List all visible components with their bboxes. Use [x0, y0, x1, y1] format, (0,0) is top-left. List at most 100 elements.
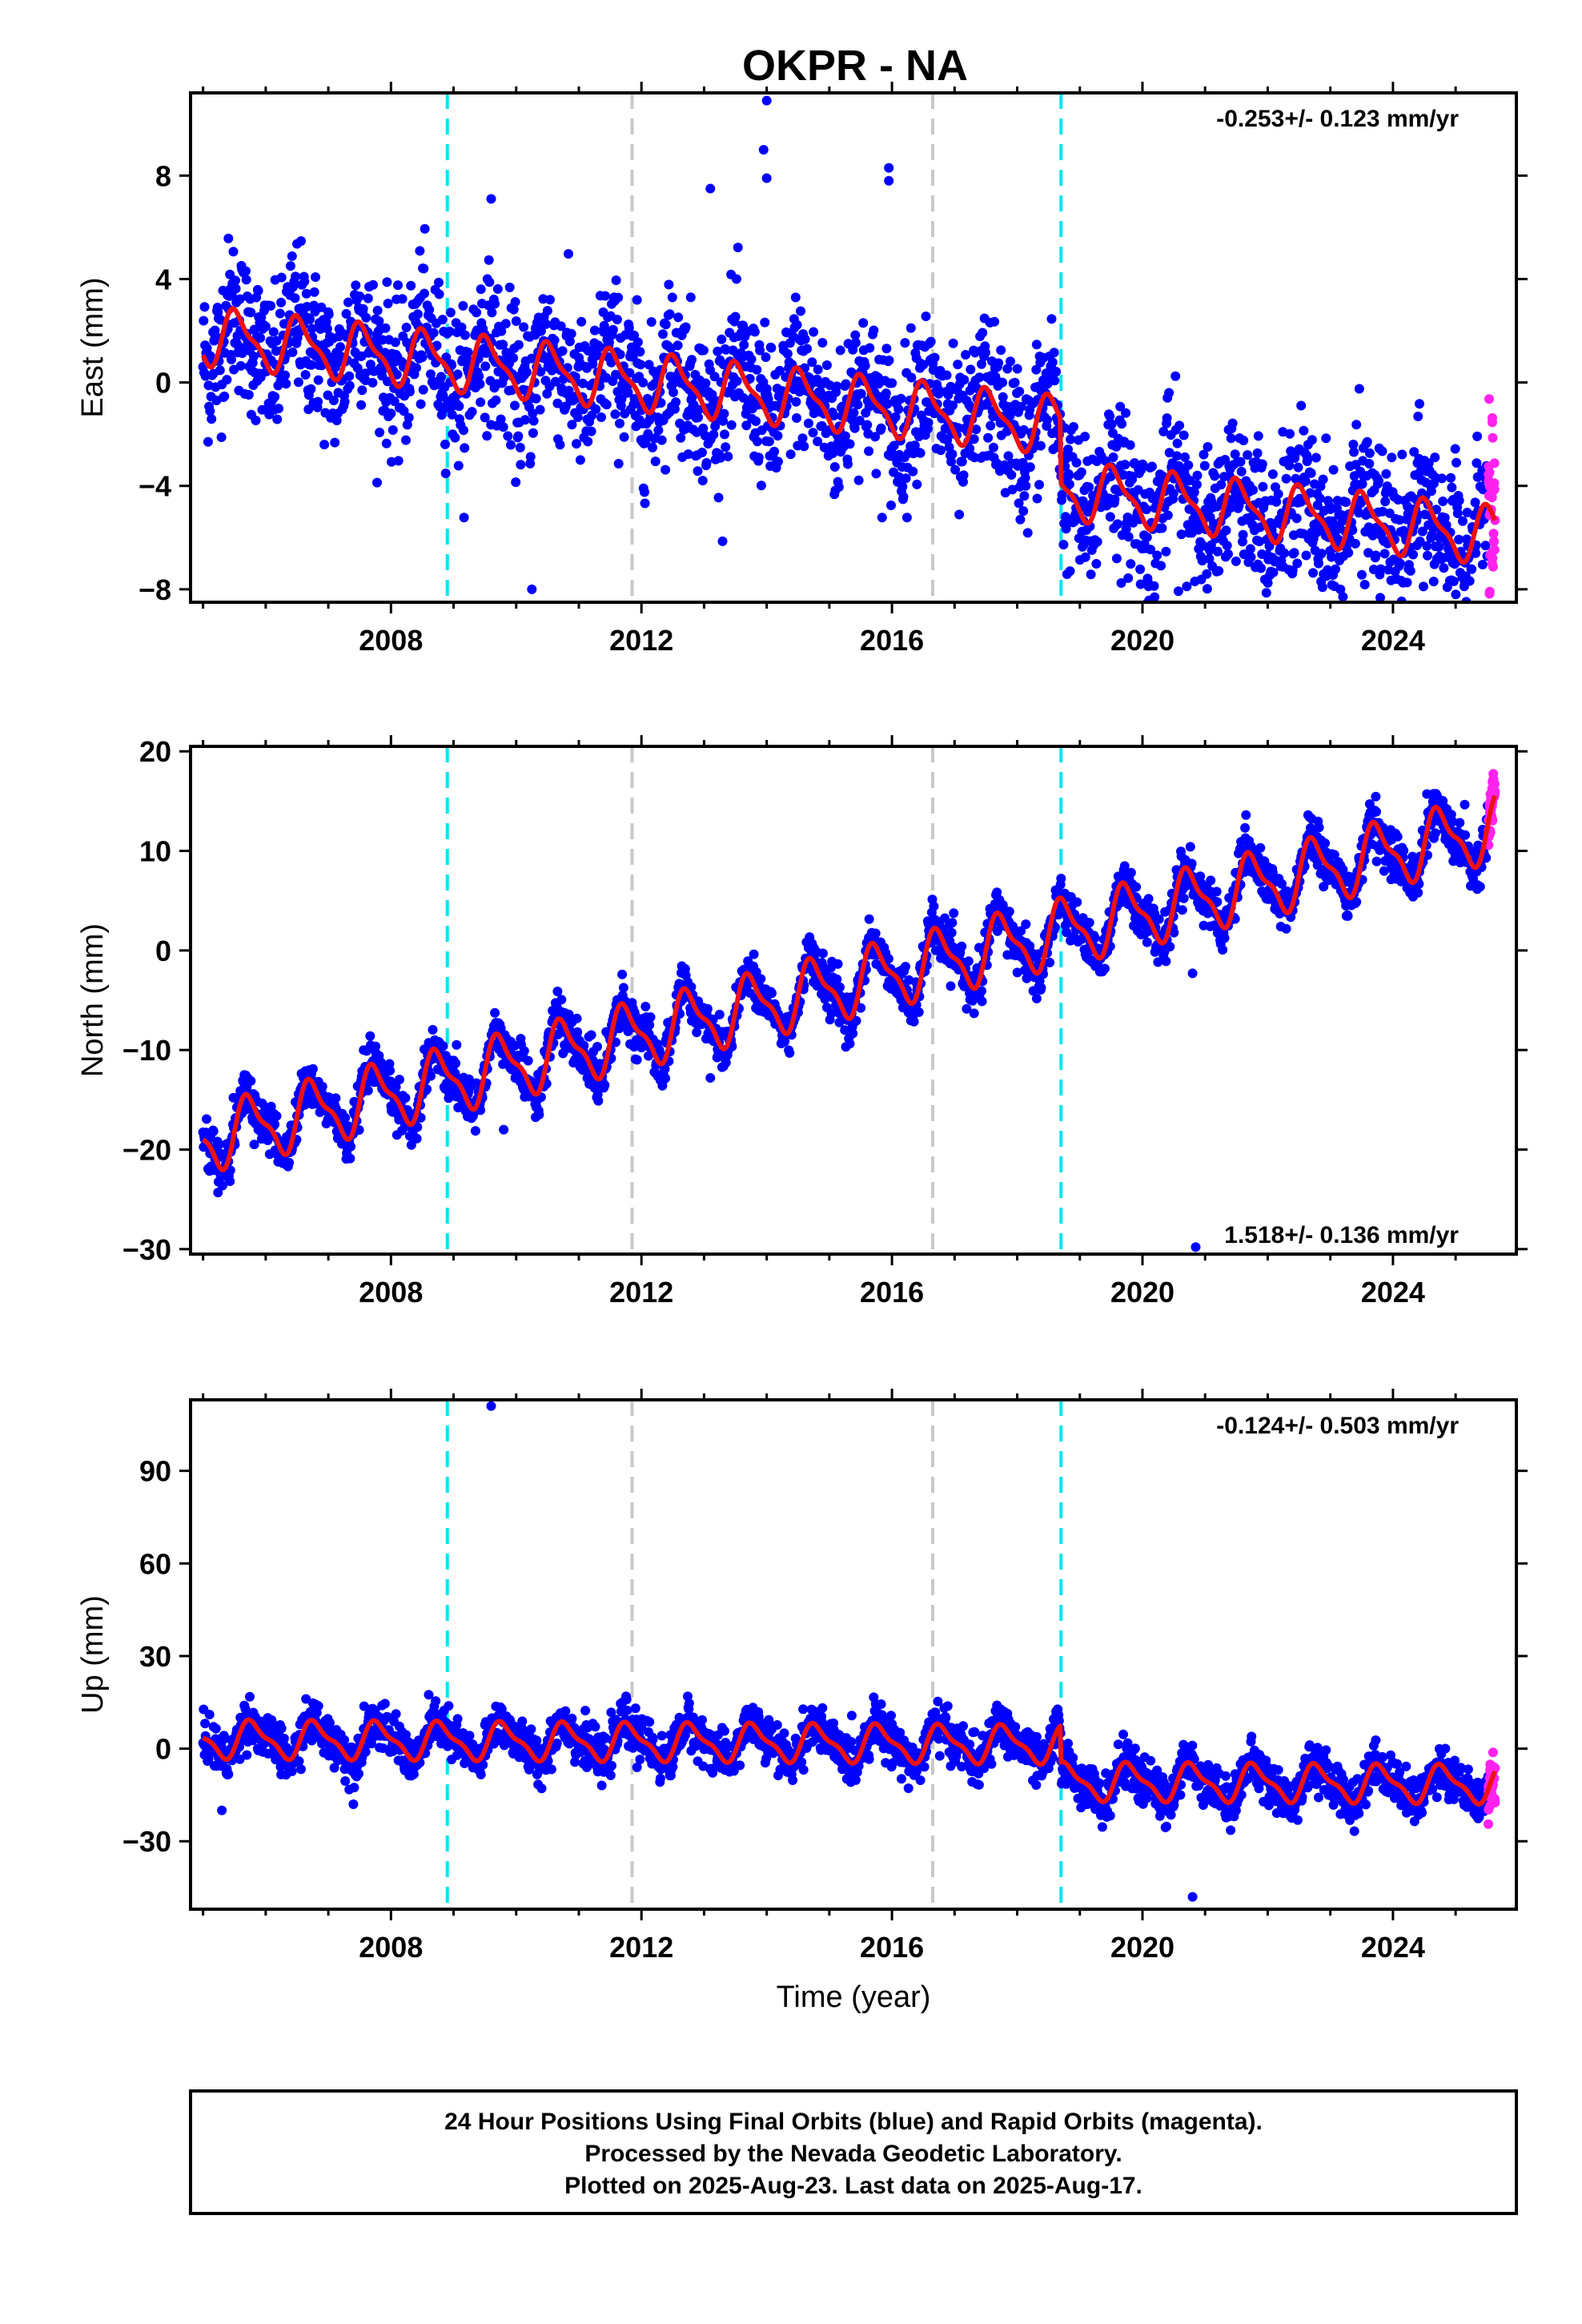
data-point	[1464, 576, 1475, 586]
data-point	[412, 309, 423, 320]
data-point	[418, 384, 428, 395]
data-point	[981, 348, 990, 358]
data-point	[1036, 983, 1046, 993]
data-point	[592, 1042, 602, 1051]
data-point	[766, 343, 777, 353]
data-point	[394, 1075, 404, 1084]
data-point	[1402, 577, 1412, 588]
data-point	[996, 345, 1006, 356]
rapid-point	[1488, 634, 1498, 644]
data-point	[567, 420, 577, 430]
data-point	[845, 439, 855, 449]
data-point	[1488, 529, 1499, 539]
data-point	[901, 473, 911, 484]
data-point	[1409, 447, 1419, 457]
data-point	[1172, 438, 1182, 448]
north-panel: 2008 2012 2016 2020 2024−30−20−1001020North …	[76, 735, 1528, 1309]
data-point	[1206, 875, 1216, 886]
data-point	[947, 918, 958, 928]
data-point	[1210, 471, 1220, 481]
data-point	[1273, 489, 1283, 499]
data-point	[1105, 411, 1115, 421]
data-point	[905, 323, 916, 333]
y-axis-label: East (mm)	[76, 277, 110, 417]
data-point	[365, 1031, 375, 1041]
data-point	[1113, 519, 1123, 529]
data-point	[949, 908, 959, 919]
data-point	[623, 388, 633, 398]
data-point	[769, 446, 780, 456]
data-point	[884, 356, 894, 365]
data-point	[731, 274, 741, 284]
data-point	[1438, 497, 1448, 506]
data-point	[525, 452, 536, 462]
data-point	[1010, 377, 1020, 388]
data-point	[1440, 620, 1450, 629]
data-point	[572, 1013, 582, 1023]
data-point	[1339, 623, 1349, 633]
outlier-point	[884, 163, 894, 173]
data-point	[1267, 469, 1278, 480]
data-point	[714, 1009, 725, 1019]
data-point	[957, 456, 967, 467]
data-point	[792, 320, 802, 330]
data-point	[1252, 448, 1263, 458]
data-point	[508, 304, 519, 315]
data-point	[1212, 546, 1223, 557]
data-point	[271, 336, 282, 346]
data-point	[1142, 937, 1152, 947]
data-point	[1123, 573, 1134, 583]
data-point	[808, 428, 818, 438]
data-point	[640, 487, 649, 497]
data-point	[445, 308, 456, 318]
data-point	[1021, 919, 1031, 930]
data-point	[864, 446, 874, 456]
data-point	[929, 901, 939, 911]
data-point	[322, 324, 332, 334]
data-point	[653, 425, 664, 436]
data-point	[606, 357, 616, 368]
data-point	[1047, 357, 1058, 368]
data-point	[718, 416, 729, 426]
data-point	[536, 326, 546, 336]
data-point	[947, 449, 958, 460]
data-point	[1255, 537, 1265, 547]
data-point	[739, 340, 749, 350]
data-point	[504, 282, 515, 292]
data-point	[251, 416, 261, 425]
data-point	[1311, 452, 1321, 463]
data-point	[683, 449, 693, 460]
data-point	[918, 360, 929, 370]
data-point	[451, 1058, 461, 1068]
data-point	[1105, 512, 1115, 522]
data-point	[564, 336, 575, 347]
data-point	[1007, 485, 1018, 495]
data-point	[498, 422, 508, 432]
data-point	[1014, 498, 1024, 509]
data-point	[1379, 549, 1390, 559]
data-point	[1371, 550, 1381, 561]
data-point	[856, 388, 866, 399]
data-point	[335, 342, 345, 352]
data-point	[1408, 549, 1418, 560]
data-point	[1049, 348, 1059, 358]
data-point	[881, 344, 892, 354]
data-point	[1222, 541, 1232, 551]
data-point	[1467, 564, 1477, 574]
data-point	[1221, 525, 1231, 536]
data-point	[817, 338, 828, 348]
data-point	[1357, 479, 1367, 489]
data-point	[1125, 440, 1135, 450]
data-point	[618, 983, 628, 993]
outlier-point	[758, 145, 769, 155]
data-point	[575, 455, 585, 465]
data-point	[1149, 581, 1159, 591]
data-point	[1247, 607, 1256, 617]
data-point	[437, 315, 448, 324]
data-point	[534, 1109, 544, 1120]
y-tick-label: 4	[155, 263, 171, 296]
data-point	[650, 456, 661, 467]
data-point	[1006, 470, 1017, 480]
data-point	[523, 1055, 533, 1066]
data-point	[593, 1096, 604, 1106]
